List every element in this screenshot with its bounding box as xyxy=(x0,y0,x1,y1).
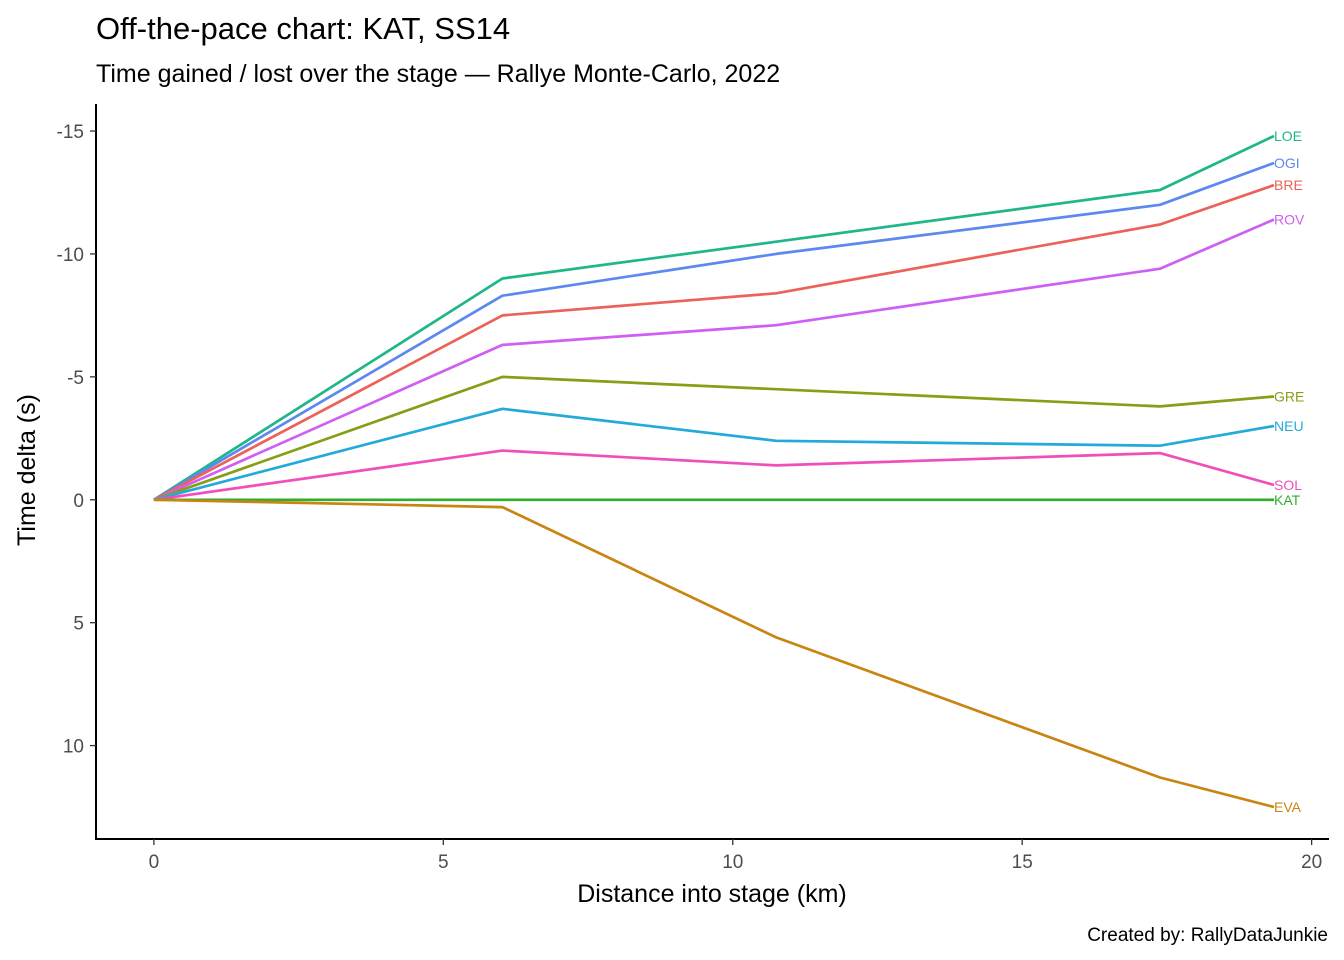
x-tick-label: 20 xyxy=(1301,852,1322,873)
chart-title: Off-the-pace chart: KAT, SS14 xyxy=(96,11,510,46)
y-tick-label: 10 xyxy=(63,737,84,758)
x-axis-title: Distance into stage (km) xyxy=(577,880,847,908)
x-axis-ticks: 0 5 10 15 20 xyxy=(149,839,1322,873)
y-tick-label: 5 xyxy=(73,614,84,635)
series-line-ogi xyxy=(153,161,1275,501)
x-tick-label: 5 xyxy=(438,852,449,873)
series-line-loe xyxy=(153,134,1275,501)
y-tick-label: -5 xyxy=(67,368,84,389)
series-label-neu: NEU xyxy=(1274,418,1304,434)
series-line-sol xyxy=(153,449,1275,502)
y-tick-label: 0 xyxy=(73,491,84,512)
chart-caption: Created by: RallyDataJunkie xyxy=(1087,925,1328,946)
series-label-bre: BRE xyxy=(1274,177,1303,193)
series-lines-group xyxy=(153,134,1275,809)
y-axis-ticks: -15 -10 -5 0 5 10 xyxy=(57,122,96,758)
series-label-loe: LOE xyxy=(1274,128,1302,144)
series-label-sol: SOL xyxy=(1274,477,1302,493)
series-line-eva xyxy=(153,498,1275,809)
x-tick-label: 10 xyxy=(722,852,743,873)
x-tick-label: 0 xyxy=(149,852,160,873)
series-line-gre xyxy=(153,375,1275,502)
series-label-ogi: OGI xyxy=(1274,155,1300,171)
y-axis-title: Time delta (s) xyxy=(13,394,41,546)
series-label-gre: GRE xyxy=(1274,389,1304,405)
series-line-neu xyxy=(153,407,1275,502)
series-label-rov: ROV xyxy=(1274,212,1305,228)
series-label-eva: EVA xyxy=(1274,799,1302,815)
x-tick-label: 15 xyxy=(1012,852,1033,873)
y-tick-label: -10 xyxy=(57,245,84,266)
series-label-kat: KAT xyxy=(1274,492,1301,508)
chart-subtitle: Time gained / lost over the stage — Rall… xyxy=(96,60,780,88)
series-line-rov xyxy=(153,218,1275,502)
y-tick-label: -15 xyxy=(57,122,84,143)
series-line-bre xyxy=(153,183,1275,501)
